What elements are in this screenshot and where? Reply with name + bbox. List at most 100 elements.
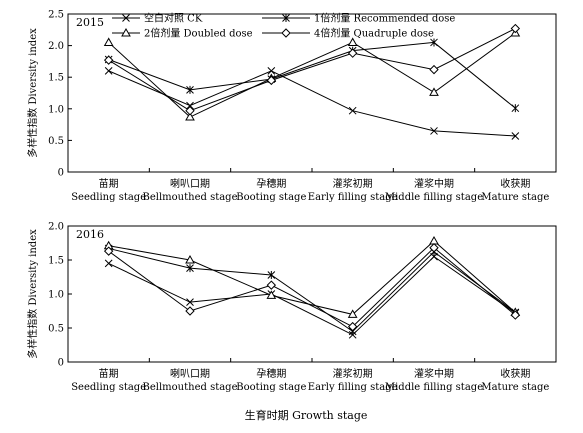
x-tick-label-en: Bellmouthed stage (143, 382, 238, 393)
x-tick-label-cn: 灌浆初期 (333, 177, 373, 190)
data-point (347, 321, 358, 332)
series-line (108, 28, 516, 112)
chart-panel-2016: 0 0.5 1.0 1.5 2.0 苗期 Seedling stage 喇叭口期 Bellmou… (26, 222, 557, 393)
plot-frame (67, 225, 557, 363)
data-point (185, 112, 195, 121)
y-tick-label: 0.5 (48, 136, 64, 147)
data-point-shape (510, 310, 521, 320)
y-axis-title: 多样性指数 Diversity index (26, 28, 39, 158)
x-tick-label-en: Mature stage (481, 382, 549, 393)
data-point (185, 105, 195, 116)
x-tick-label-cn: 灌浆中期 (414, 177, 454, 190)
legend-label: 2倍剂量 Doubled dose (144, 27, 253, 40)
data-point-shape (347, 309, 358, 318)
x-tick-label-cn: 喇叭口期 (170, 178, 210, 190)
chart-panel-2015: 0 0.5 1.0 1.5 2.0 2.5 苗期 Seedling stage 喇叭口期 Bell… (26, 10, 557, 203)
data-point (510, 23, 521, 34)
data-point-shape (347, 48, 358, 58)
x-tick-label-en: Mature stage (481, 192, 549, 203)
data-point-stroke-b (104, 67, 113, 75)
data-point-shape (185, 112, 195, 121)
data-point (186, 264, 194, 273)
x-tick-label-en: Early filling stage (308, 192, 398, 203)
plot-frame (67, 13, 557, 173)
y-tick-label: 0.5 (48, 324, 64, 335)
y-tick-label: 2.0 (48, 222, 64, 233)
data-point-shape (103, 55, 114, 65)
data-point (103, 37, 114, 46)
data-point-stroke-b (186, 298, 194, 307)
legend-marker-stroke-b (122, 14, 130, 22)
y-axis-title: 多样性指数 Diversity index (26, 229, 39, 359)
y-tick-label: 0 (58, 358, 64, 369)
data-point (511, 132, 520, 140)
legend-label: 空白对照 CK (144, 12, 203, 25)
legend-marker (281, 28, 291, 38)
data-point-shape (429, 235, 439, 245)
data-point (266, 290, 277, 299)
y-tick-label: 2.5 (48, 10, 64, 21)
data-point-shape (347, 37, 358, 46)
x-tick-label-cn: 孕穗期 (256, 177, 286, 190)
data-point-stroke-b (267, 67, 276, 75)
legend-label: 1倍剂量 Recommended dose (314, 12, 455, 25)
data-point (104, 259, 113, 268)
x-tick-label-cn: 苗期 (99, 368, 119, 380)
legend-marker (122, 14, 130, 22)
legend-marker-shape (121, 27, 131, 37)
y-tick-label: 2.0 (48, 41, 64, 52)
data-point-shape (429, 87, 439, 96)
y-tick-label: 0 (58, 168, 64, 179)
data-point-shape (266, 280, 277, 290)
series-line (108, 70, 516, 137)
x-tick-label-en: Seedling stage (71, 382, 146, 393)
x-tick-label-en: Middle filling stage (385, 192, 483, 203)
data-point-shape (103, 246, 114, 256)
data-point-shape (103, 37, 114, 46)
series-line (108, 255, 516, 336)
legend-marker-shape (281, 28, 291, 38)
data-point (266, 280, 277, 290)
data-point-stroke-b (104, 259, 113, 268)
data-point-shape (429, 64, 439, 75)
data-point (429, 64, 439, 75)
y-tick-label: 1.0 (48, 104, 64, 115)
x-tick-label-cn: 喇叭口期 (170, 368, 210, 380)
data-point (185, 254, 195, 264)
data-point (510, 310, 521, 320)
data-point (347, 48, 358, 58)
data-point (347, 37, 358, 46)
x-axis-title: 生育时期 Growth stage (245, 408, 368, 422)
data-point-shape (347, 321, 358, 332)
data-point-stroke-b (430, 127, 438, 135)
x-tick-label-cn: 苗期 (99, 178, 119, 190)
data-point (430, 38, 438, 47)
data-point-shape (185, 254, 195, 264)
data-point (103, 246, 114, 256)
x-tick-label-cn: 灌浆初期 (333, 367, 373, 380)
x-tick-label-en: Booting stage (236, 192, 306, 203)
data-point-shape (185, 306, 195, 316)
legend-marker (121, 27, 131, 37)
data-point (429, 87, 439, 96)
data-point-stroke-b (186, 101, 194, 110)
x-tick-label-en: Bellmouthed stage (143, 192, 238, 203)
data-point (103, 55, 114, 65)
data-point (266, 75, 277, 86)
data-point (511, 104, 520, 113)
series-line (108, 32, 516, 118)
y-tick-label: 1.5 (48, 73, 64, 84)
x-tick-label-en: Early filling stage (308, 382, 398, 393)
data-point (185, 306, 195, 316)
x-tick-label-en: Booting stage (236, 382, 306, 393)
x-tick-label-cn: 收获期 (500, 367, 530, 380)
data-point-shape (266, 290, 277, 299)
data-point-stroke-b (511, 132, 520, 140)
data-point (267, 67, 276, 75)
y-tick-label: 1.0 (48, 290, 64, 301)
x-tick-label-cn: 收获期 (500, 177, 530, 190)
x-tick-label-en: Seedling stage (71, 192, 146, 203)
data-point (267, 270, 276, 279)
